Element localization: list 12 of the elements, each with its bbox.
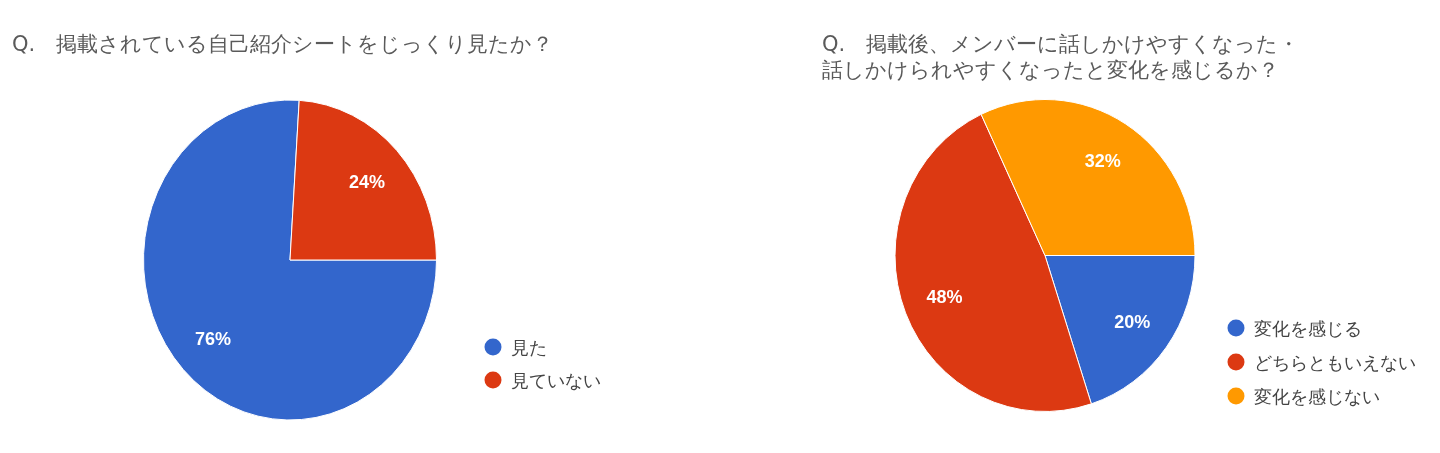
legend-label: どちらともいえない	[1254, 351, 1416, 373]
data-label: 20%	[1114, 312, 1151, 333]
data-label: 24%	[348, 171, 385, 192]
data-label: 76%	[195, 329, 232, 350]
chart-title: Q. 掲載されている自己紹介シートをじっくり見たか？	[12, 32, 554, 56]
chart-title: Q. 掲載後、メンバーに話しかけやすくなった・話しかけられやすくなったと変化を感じるか？	[822, 32, 1300, 82]
legend-label: 変化を感じない	[1254, 385, 1380, 407]
data-label: 48%	[926, 287, 963, 308]
legend-label: 見た	[511, 336, 547, 358]
legend-label: 変化を感じる	[1254, 317, 1362, 339]
legend-label: 見ていない	[511, 369, 601, 391]
data-label: 32%	[1084, 151, 1121, 172]
